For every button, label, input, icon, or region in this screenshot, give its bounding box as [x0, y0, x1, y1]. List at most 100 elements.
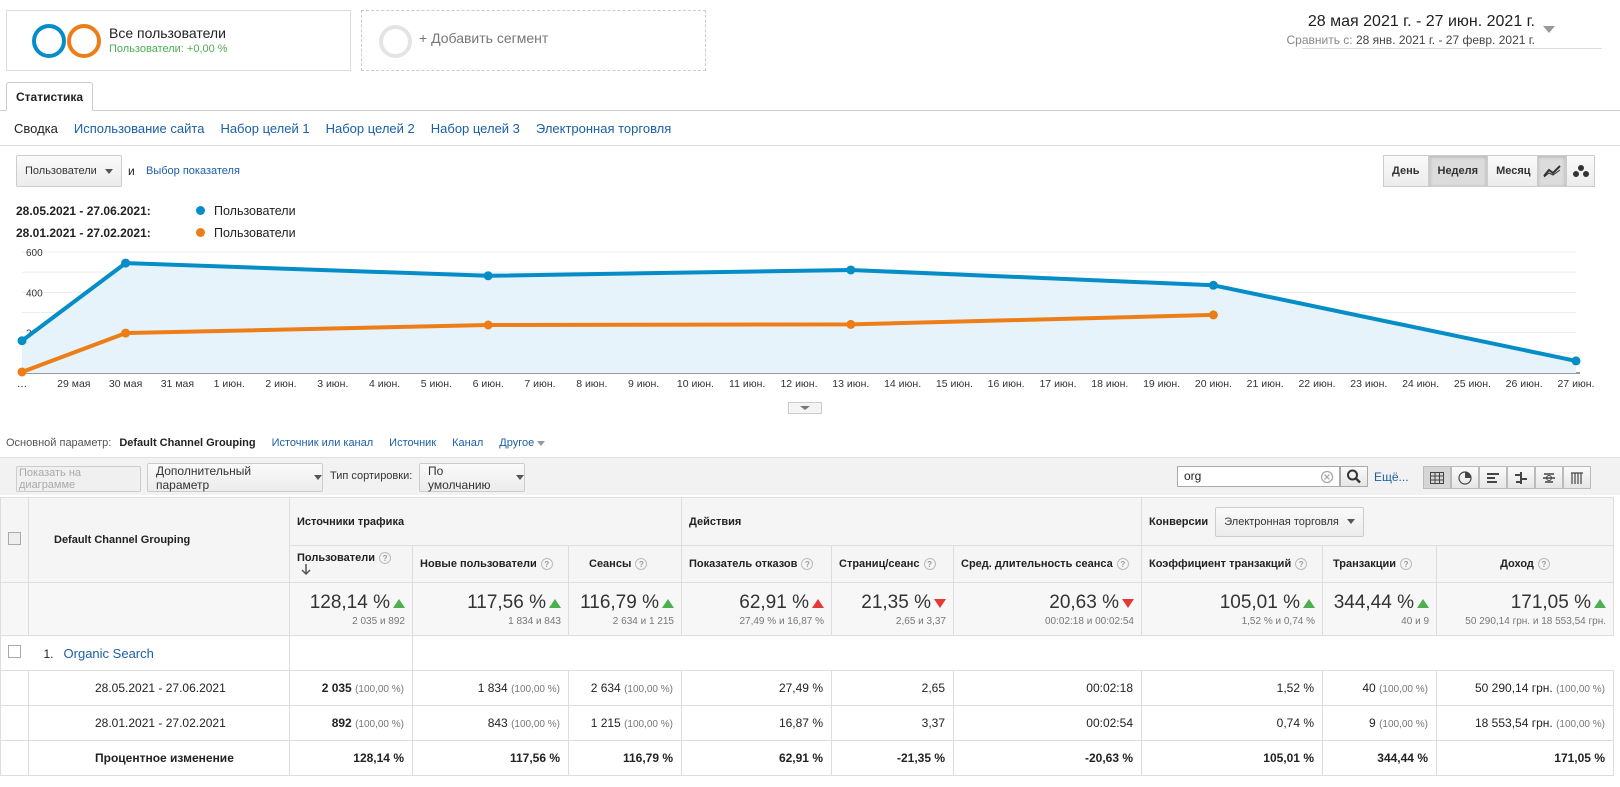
col-revenue[interactable]: Доход?	[1436, 545, 1614, 583]
cell-percent: (100,00 %)	[1556, 684, 1605, 695]
dimension-source-medium[interactable]: Источник или канал	[271, 437, 374, 449]
subnav-goal-set-2[interactable]: Набор целей 2	[325, 121, 415, 136]
chevron-down-icon	[314, 475, 322, 480]
total-detail: 2,65 и 3,37	[895, 615, 946, 627]
help-icon[interactable]: ?	[540, 558, 553, 571]
date-range-compare[interactable]: Сравнить с: 28 янв. 2021 г. - 27 февр. 2…	[1287, 33, 1536, 47]
total-value: 62,91 %	[739, 591, 809, 613]
subnav-goal-set-3[interactable]: Набор целей 3	[430, 121, 520, 136]
date-range-underline	[1302, 48, 1602, 49]
col-avg-session-duration[interactable]: Сред. длительность сеанса?	[953, 545, 1142, 583]
col-new-users[interactable]: Новые пользователи?	[412, 545, 569, 583]
choose-metric-link[interactable]: Выбор показателя	[146, 165, 240, 177]
dimension-medium[interactable]: Канал	[452, 437, 484, 449]
conversion-type-select[interactable]: Электронная торговля	[1215, 506, 1364, 537]
help-icon[interactable]: ?	[801, 558, 814, 571]
col-transactions-label: Транзакции	[1333, 557, 1397, 570]
channel-checkbox[interactable]	[8, 645, 22, 658]
table-view-icon[interactable]	[1423, 466, 1451, 489]
pivot-view-icon[interactable]	[1563, 466, 1591, 489]
granularity-month-button[interactable]: Месяц	[1487, 155, 1540, 187]
term-cloud-view-icon[interactable]	[1535, 466, 1563, 489]
total-detail: 50 290,14 грн. и 18 553,54 грн.	[1465, 615, 1606, 627]
subnav-ecommerce[interactable]: Электронная торговля	[535, 121, 672, 136]
cell-transaction-rate: 105,01 %	[1141, 740, 1323, 776]
dimension-column-header[interactable]: Default Channel Grouping	[28, 497, 290, 583]
plot-rows-button[interactable]: Показать на диаграмме	[16, 466, 141, 492]
table-search-input[interactable]: org	[1177, 466, 1340, 487]
col-users[interactable]: Пользователи?	[289, 545, 413, 583]
granularity-week-button[interactable]: Неделя	[1428, 155, 1488, 187]
select-all-checkbox[interactable]	[8, 532, 21, 545]
comparison-view-icon[interactable]	[1507, 466, 1535, 489]
line-chart-icon[interactable]	[1537, 155, 1566, 187]
pie-view-icon[interactable]	[1451, 466, 1479, 489]
granularity-day-button[interactable]: День	[1383, 155, 1429, 187]
col-pages-per-session[interactable]: Страниц/сеанс?	[831, 545, 954, 583]
advanced-search-link[interactable]: Ещё...	[1374, 470, 1409, 484]
cell-percent: (100,00 %)	[1379, 684, 1428, 695]
help-icon[interactable]: ?	[1400, 558, 1413, 571]
add-segment-button[interactable]: + Добавить сегмент	[361, 10, 706, 71]
y-tick-label: 400	[26, 288, 43, 299]
cell-bounce-rate: 16,87 %	[681, 705, 832, 741]
dimension-default-channel-grouping[interactable]: Default Channel Grouping	[119, 437, 256, 449]
help-icon[interactable]: ?	[923, 558, 936, 571]
cell-percent: (100,00 %)	[511, 684, 560, 695]
col-transactions[interactable]: Транзакции?	[1322, 545, 1437, 583]
help-icon[interactable]: ?	[379, 552, 392, 564]
series-area-0	[22, 263, 1576, 373]
clear-search-icon[interactable]	[1320, 470, 1334, 484]
segment-blue-circle-icon	[32, 24, 66, 58]
col-transaction-rate-label: Коэффициент транзакций	[1149, 557, 1292, 570]
col-pages-per-session-label: Страниц/сеанс	[839, 557, 920, 570]
col-sessions[interactable]: Сеансы?	[568, 545, 682, 583]
cell-percent: (100,00 %)	[511, 719, 560, 730]
help-icon[interactable]: ?	[1295, 558, 1308, 571]
chart-collapse-handle[interactable]	[788, 402, 822, 414]
performance-view-icon[interactable]	[1479, 466, 1507, 489]
legend-label-current: Пользователи	[214, 204, 296, 218]
report-table: Default Channel Grouping Источники трафи…	[0, 497, 1614, 776]
subnav-summary[interactable]: Сводка	[14, 121, 58, 136]
arrow-up-icon	[662, 598, 674, 608]
date-range-main[interactable]: 28 мая 2021 г. - 27 июн. 2021 г.	[1307, 13, 1535, 30]
x-tick-label: 9 июн.	[628, 378, 659, 390]
search-button[interactable]	[1340, 466, 1368, 487]
dimension-source[interactable]: Источник	[389, 437, 437, 449]
chart-type-switcher	[1537, 155, 1595, 187]
total-transaction-rate: 105,01 % 1,52 % и 0,74 %	[1141, 582, 1323, 636]
subnav-goal-set-1[interactable]: Набор целей 1	[220, 121, 310, 136]
dimension-other[interactable]: Другое	[499, 437, 546, 449]
total-sessions: 116,79 % 2 634 и 1 215	[568, 582, 682, 636]
col-users-label: Пользователи	[297, 551, 376, 564]
channel-organic-search-link[interactable]: Organic Search	[63, 645, 154, 661]
cell-value: 1 834	[477, 681, 508, 695]
segment-all-users[interactable]: Все пользователи Пользователи: +0,00 %	[6, 10, 351, 71]
total-value: 21,35 %	[861, 591, 931, 613]
sort-type-select[interactable]: По умолчанию	[419, 463, 525, 492]
help-icon[interactable]: ?	[1116, 558, 1129, 571]
help-icon[interactable]: ?	[635, 558, 648, 571]
cell-value: 40	[1362, 681, 1376, 695]
secondary-dimension-select[interactable]: Дополнительный параметр	[147, 463, 323, 492]
subnav-site-usage[interactable]: Использование сайта	[73, 121, 205, 136]
metric-select[interactable]: Пользователи	[16, 155, 122, 187]
help-icon[interactable]: ?	[1537, 558, 1550, 571]
cell-revenue: 50 290,14 грн. (100,00 %)	[1436, 670, 1614, 706]
motion-chart-icon[interactable]	[1566, 155, 1595, 187]
arrow-up-red-icon	[812, 598, 824, 608]
col-bounce-rate[interactable]: Показатель отказов?	[681, 545, 832, 583]
arrow-up-icon	[393, 598, 405, 608]
x-tick-label: 6 июн.	[473, 378, 504, 390]
date-range-dropdown-icon[interactable]	[1543, 26, 1555, 33]
totals-row: 128,14 % 2 035 и 892 117,56 % 1 834 и 843 …	[0, 582, 1614, 636]
series-point-0	[17, 336, 27, 346]
tab-statistics[interactable]: Статистика	[6, 82, 94, 111]
channel-row-filler	[412, 635, 1614, 671]
granularity-switcher: День Неделя Месяц	[1383, 155, 1540, 187]
sort-desc-icon[interactable]	[301, 564, 311, 576]
channel-empty-cell	[289, 635, 413, 671]
col-transaction-rate[interactable]: Коэффициент транзакций?	[1141, 545, 1323, 583]
cell-transactions: 40 (100,00 %)	[1322, 670, 1437, 706]
